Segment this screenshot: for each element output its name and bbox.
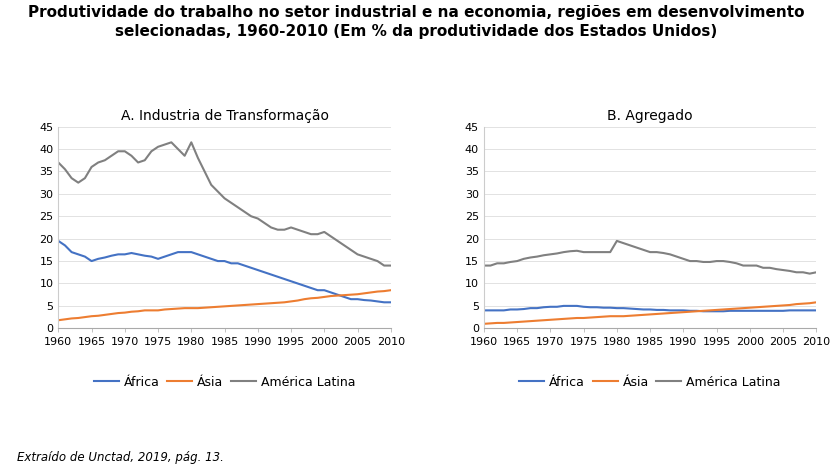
América Latina bbox=[167, 139, 177, 145]
África bbox=[127, 250, 137, 256]
Legend: África, Ásia, América Latina: África, Ásia, América Latina bbox=[514, 371, 786, 394]
África bbox=[586, 304, 596, 310]
África bbox=[698, 309, 708, 314]
Title: B. Agregado: B. Agregado bbox=[607, 109, 693, 123]
Line: África: África bbox=[58, 241, 391, 303]
Line: África: África bbox=[484, 306, 816, 311]
África bbox=[153, 256, 163, 262]
Line: América Latina: América Latina bbox=[58, 142, 391, 265]
Text: Produtividade do trabalho no setor industrial e na economia, regiões em desenvol: Produtividade do trabalho no setor indus… bbox=[28, 5, 805, 39]
América Latina bbox=[579, 250, 589, 255]
Ásia bbox=[386, 287, 396, 293]
África bbox=[53, 238, 63, 244]
Line: América Latina: América Latina bbox=[484, 241, 816, 273]
América Latina bbox=[586, 250, 596, 255]
América Latina bbox=[705, 259, 715, 265]
África bbox=[272, 274, 282, 280]
América Latina bbox=[153, 144, 163, 150]
América Latina bbox=[798, 270, 808, 275]
América Latina bbox=[299, 229, 309, 235]
América Latina bbox=[811, 270, 821, 275]
América Latina bbox=[379, 263, 389, 268]
América Latina bbox=[612, 238, 622, 244]
Ásia bbox=[579, 315, 589, 321]
América Latina bbox=[805, 271, 815, 276]
América Latina bbox=[372, 258, 382, 264]
África bbox=[711, 309, 721, 314]
América Latina bbox=[279, 227, 289, 233]
América Latina bbox=[386, 263, 396, 268]
América Latina bbox=[479, 263, 489, 268]
Ásia bbox=[272, 300, 282, 306]
América Latina bbox=[127, 153, 137, 159]
Ásia bbox=[718, 307, 728, 312]
África bbox=[292, 280, 302, 286]
Text: Extraído de Unctad, 2019, pág. 13.: Extraído de Unctad, 2019, pág. 13. bbox=[17, 451, 223, 464]
África bbox=[559, 303, 569, 309]
África bbox=[552, 304, 562, 310]
América Latina bbox=[53, 159, 63, 165]
América Latina bbox=[725, 259, 735, 265]
África bbox=[731, 308, 741, 314]
Line: Ásia: Ásia bbox=[484, 303, 816, 324]
Line: Ásia: Ásia bbox=[58, 290, 391, 320]
América Latina bbox=[160, 142, 170, 147]
Ásia bbox=[586, 315, 596, 320]
África bbox=[805, 308, 815, 313]
Ásia bbox=[698, 308, 708, 314]
Legend: África, Ásia, América Latina: África, Ásia, América Latina bbox=[89, 371, 361, 394]
Ásia bbox=[479, 321, 489, 326]
África bbox=[379, 300, 389, 305]
África bbox=[811, 308, 821, 313]
América Latina bbox=[552, 250, 562, 256]
África bbox=[372, 299, 382, 304]
Ásia bbox=[552, 317, 562, 322]
África bbox=[479, 308, 489, 313]
Ásia bbox=[379, 288, 389, 294]
Ásia bbox=[127, 309, 137, 315]
Ásia bbox=[805, 300, 815, 306]
África bbox=[592, 304, 602, 310]
Title: A. Industria de Transformação: A. Industria de Transformação bbox=[121, 109, 328, 123]
Ásia bbox=[811, 300, 821, 305]
Ásia bbox=[292, 298, 302, 303]
África bbox=[386, 300, 396, 305]
África bbox=[160, 254, 170, 259]
Ásia bbox=[53, 318, 63, 323]
Ásia bbox=[153, 308, 163, 313]
Ásia bbox=[160, 307, 170, 312]
